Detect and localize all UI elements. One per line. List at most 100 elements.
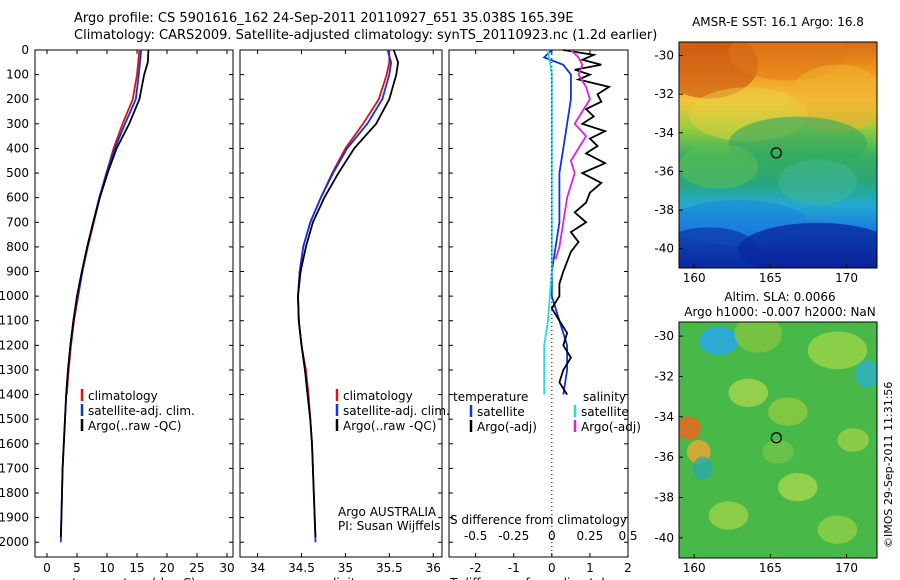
y-tick-label: 700 <box>6 215 29 229</box>
series-line-1 <box>65 49 141 395</box>
x-tick-label: 0 <box>548 561 556 575</box>
y-tick-label: -36 <box>654 164 674 178</box>
y-tick-label: -34 <box>654 410 674 424</box>
y-tick-label: -40 <box>654 242 674 256</box>
profile-panel-1: 0100200300400500600700800900100011001200… <box>0 43 235 580</box>
map-texture <box>679 42 877 268</box>
y-tick-label: 400 <box>6 141 29 155</box>
y-tick-label: 1400 <box>0 388 29 402</box>
y-tick-label: 1600 <box>0 437 29 451</box>
map-patch <box>762 440 794 464</box>
x-tick-label: 0 <box>43 561 51 575</box>
map-patch <box>768 397 808 426</box>
x2-tick-label: 0.5 <box>618 529 637 543</box>
profile-panel-2: 34 34.5 35 35.5 36 salinity climatologysatelli… <box>239 49 450 580</box>
y-tick-label: -30 <box>654 329 674 343</box>
legend-label: satellite-adj. clim. <box>88 404 195 418</box>
sst-map-title: AMSR-E SST: 16.1 Argo: 16.8 <box>692 15 864 29</box>
plot-frame <box>239 49 443 558</box>
map-patch <box>817 515 858 544</box>
series-line-1 <box>542 49 572 395</box>
x-tick-label: 35 <box>338 561 353 575</box>
y-tick-label: 1000 <box>0 289 29 303</box>
series-line-2 <box>297 49 393 543</box>
y-tick-label: 2000 <box>0 535 29 549</box>
x2-tick-label: -0.5 <box>464 529 487 543</box>
legend-label: Argo(-adj) <box>581 420 641 434</box>
annotation-text: Argo AUSTRALIA <box>338 505 437 519</box>
y-tick-label: 800 <box>6 240 29 254</box>
annotation-text: PI: Susan Wijffels <box>338 519 440 533</box>
map-patch <box>778 159 858 205</box>
legend-title-temperature: temperature <box>453 390 528 404</box>
legend-label: climatology <box>343 389 413 403</box>
profile-panel-3: -2 -1 0 1 2T difference from climatology -0.5… <box>448 49 641 580</box>
y-tick-label: 300 <box>6 117 29 131</box>
legend-title-salinity: salinity <box>583 390 626 404</box>
y-tick-label: -40 <box>654 531 674 545</box>
y-tick-label: 1800 <box>0 486 29 500</box>
x2-tick-label: -0.25 <box>498 529 529 543</box>
x-tick-label: 36 <box>426 561 441 575</box>
x2-tick-label: 0.25 <box>577 529 604 543</box>
x-axis-label: temperature (deg C) <box>72 576 195 580</box>
map-patch <box>679 227 759 268</box>
x-tick-label: 1 <box>586 561 594 575</box>
map-patch <box>692 456 713 481</box>
x-tick-label: -2 <box>470 561 482 575</box>
map-patch <box>679 143 759 189</box>
legend-label: climatology <box>88 389 158 403</box>
legend-label: satellite <box>581 405 629 419</box>
plot-frame <box>448 49 629 558</box>
sla-map-title: Altim. SLA: 0.0066 <box>724 290 835 304</box>
map-patch <box>728 378 769 407</box>
x-tick-label: 160 <box>683 271 706 285</box>
x-axis-label: T difference from climatology <box>449 576 627 580</box>
y-tick-label: 1300 <box>0 363 29 377</box>
argo-position-marker <box>770 147 782 159</box>
x-axis-label: salinity <box>319 576 362 580</box>
x-tick-label: 35.5 <box>376 561 403 575</box>
copyright-label: ©IMOS 29-Sep-2011 11:31:56 <box>882 382 895 548</box>
series-line-1 <box>297 50 391 420</box>
map-patch <box>807 331 868 370</box>
y-tick-label: -32 <box>654 369 674 383</box>
x-tick-label: 165 <box>759 561 782 575</box>
y-tick-label: 1100 <box>0 314 29 328</box>
map-patch <box>837 428 870 452</box>
map-texture <box>679 322 877 544</box>
y-tick-label: 900 <box>6 265 29 279</box>
legend-label: satellite-adj. clim. <box>343 404 450 418</box>
y-tick-label: -32 <box>654 87 674 101</box>
map-patch <box>679 416 701 440</box>
series-line-3 <box>59 49 150 538</box>
legend-label: Argo(..raw -QC) <box>88 419 181 433</box>
plot-frame <box>34 49 234 558</box>
map-patch <box>855 359 877 389</box>
header-line-2: Climatology: CARS2009. Satellite-adjuste… <box>74 28 658 43</box>
series-line-4 <box>554 49 591 260</box>
y-tick-label: 1500 <box>0 412 29 426</box>
map-panel-2: 160 165 170 -30 -32 -34 -36 -38 -40 Altim. SLA: 0… <box>654 290 895 575</box>
map-patch <box>728 116 868 171</box>
x-tick-label: 34.5 <box>288 561 315 575</box>
x-tick-label: 15 <box>129 561 144 575</box>
y-tick-label: 1900 <box>0 511 29 525</box>
x-tick-label: 34 <box>250 561 265 575</box>
header-line-1: Argo profile: CS 5901616_162 24-Sep-2011… <box>74 11 574 26</box>
x-tick-label: 20 <box>159 561 174 575</box>
y-tick-label: -38 <box>654 203 674 217</box>
map-patch <box>734 322 782 353</box>
map-patch <box>708 501 749 530</box>
map-patch <box>698 326 739 356</box>
x-tick-label: 160 <box>683 561 706 575</box>
series-line-2 <box>550 49 612 396</box>
series-line-3 <box>297 49 400 538</box>
x-tick-label: 5 <box>73 561 81 575</box>
map-panel-1: 160 165 170 -30 -32 -34 -36 -38 -40 AMSR-E SST: 1… <box>654 15 878 285</box>
y-tick-label: 600 <box>6 191 29 205</box>
series-line-3 <box>543 49 553 395</box>
y-tick-label: 1200 <box>0 338 29 352</box>
legend-label: satellite <box>477 405 525 419</box>
